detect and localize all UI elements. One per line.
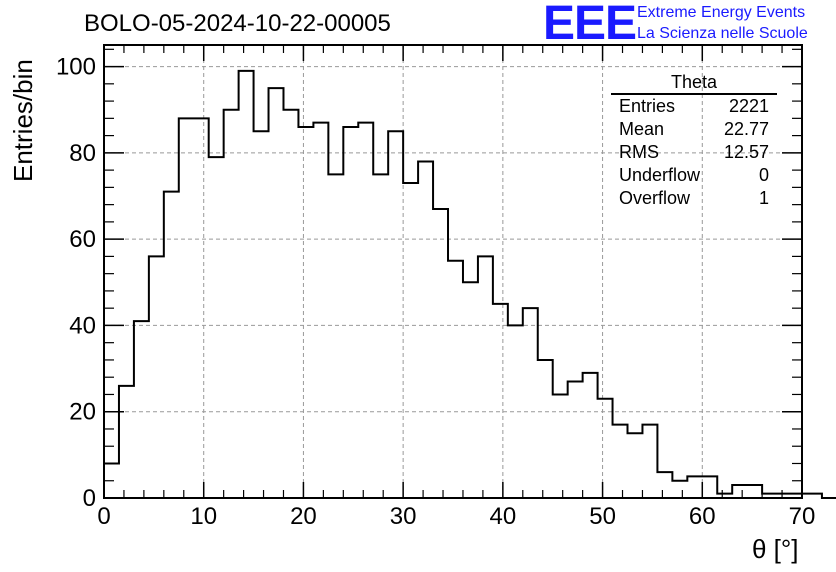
x-tick-label: 50 bbox=[589, 503, 616, 530]
y-tick-label: 60 bbox=[69, 226, 96, 253]
stats-box: Theta Entries 2221 Mean 22.77 RMS 12.57 … bbox=[611, 73, 777, 210]
stats-row-underflow: Underflow 0 bbox=[611, 164, 777, 187]
y-tick-label: 80 bbox=[69, 140, 96, 167]
logo-line1: Extreme Energy Events bbox=[637, 4, 806, 21]
stats-label: Mean bbox=[619, 119, 665, 139]
stats-row-overflow: Overflow 1 bbox=[611, 187, 777, 210]
stats-label: Entries bbox=[619, 96, 676, 116]
x-tick-label: 60 bbox=[689, 503, 716, 530]
stats-value: 1 bbox=[758, 188, 769, 208]
grid-lines bbox=[104, 45, 802, 498]
stats-title: Theta bbox=[611, 73, 777, 95]
y-tick-label: 20 bbox=[69, 399, 96, 426]
stats-row-rms: RMS 12.57 bbox=[611, 141, 777, 164]
stats-label: RMS bbox=[619, 142, 659, 162]
x-tick-label: 40 bbox=[490, 503, 517, 530]
stats-label: Underflow bbox=[619, 165, 701, 185]
plot-title: BOLO-05-2024-10-22-00005 bbox=[84, 10, 391, 37]
plot-frame bbox=[103, 44, 803, 499]
y-axis-label: Entries/bin bbox=[8, 59, 38, 182]
histogram-step-line bbox=[103, 69, 836, 499]
stats-row-entries: Entries 2221 bbox=[611, 95, 777, 118]
logo-line2: La Scienza nelle Scuole bbox=[637, 25, 808, 42]
y-tick-label: 40 bbox=[69, 312, 96, 339]
stats-value: 12.57 bbox=[723, 142, 769, 162]
x-tick-label: 0 bbox=[97, 503, 110, 530]
stats-value: 22.77 bbox=[723, 119, 769, 139]
stats-value: 0 bbox=[758, 165, 769, 185]
stats-label: Overflow bbox=[619, 188, 691, 208]
y-tick-label: 0 bbox=[83, 485, 96, 512]
y-tick-label: 100 bbox=[56, 54, 96, 81]
x-axis-label: θ [°] bbox=[752, 534, 799, 564]
stats-row-mean: Mean 22.77 bbox=[611, 118, 777, 141]
x-tick-label: 70 bbox=[789, 503, 816, 530]
x-tick-label: 20 bbox=[290, 503, 317, 530]
eee-logo: EEE bbox=[543, 0, 637, 50]
x-tick-label: 10 bbox=[190, 503, 217, 530]
x-tick-label: 30 bbox=[390, 503, 417, 530]
stats-value: 2221 bbox=[728, 96, 769, 116]
